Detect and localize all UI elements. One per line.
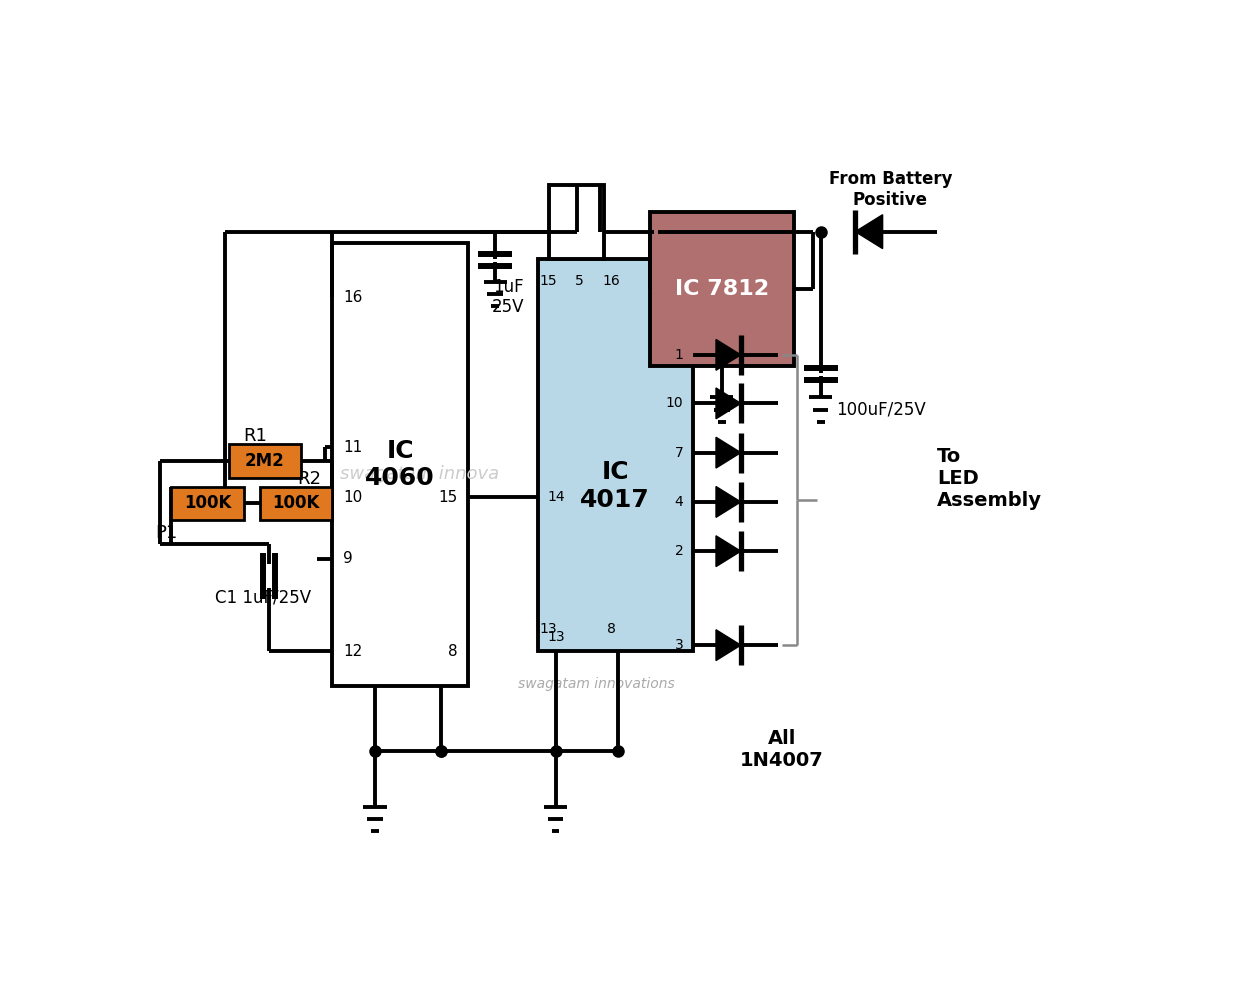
Text: 14: 14 — [547, 490, 565, 504]
Text: 15: 15 — [438, 490, 457, 505]
Text: 4: 4 — [674, 495, 683, 509]
Text: P1: P1 — [155, 524, 178, 542]
Text: 10: 10 — [343, 490, 363, 505]
Text: 11: 11 — [343, 440, 363, 455]
Text: 5: 5 — [575, 274, 583, 288]
Text: IC
4017: IC 4017 — [581, 460, 650, 512]
Text: 1uF
25V: 1uF 25V — [492, 278, 524, 316]
Text: R1: R1 — [243, 427, 266, 445]
Polygon shape — [716, 487, 741, 517]
Text: swagatam innovations: swagatam innovations — [518, 677, 674, 691]
Polygon shape — [716, 630, 741, 661]
Text: 100K: 100K — [272, 494, 319, 512]
Polygon shape — [716, 339, 741, 370]
Bar — [228, 444, 301, 478]
Text: 13: 13 — [547, 630, 565, 644]
Text: 3: 3 — [674, 638, 683, 652]
Text: From Battery
Positive: From Battery Positive — [829, 170, 952, 209]
Text: 16: 16 — [603, 274, 620, 288]
Bar — [333, 243, 469, 686]
Text: To
LED
Assembly: To LED Assembly — [937, 447, 1042, 510]
Polygon shape — [716, 388, 741, 419]
Text: 9: 9 — [343, 551, 353, 566]
Text: 15: 15 — [539, 274, 556, 288]
Text: 1: 1 — [674, 348, 683, 362]
Text: 7: 7 — [674, 446, 683, 460]
Text: 12: 12 — [343, 644, 363, 659]
Bar — [171, 487, 244, 520]
Polygon shape — [716, 437, 741, 468]
Text: 10: 10 — [666, 396, 683, 410]
Text: swagatam innova: swagatam innova — [340, 465, 499, 483]
Text: IC 7812: IC 7812 — [674, 279, 769, 299]
Text: 2M2: 2M2 — [245, 452, 285, 470]
Text: 8: 8 — [607, 622, 615, 636]
Text: 2: 2 — [674, 544, 683, 558]
Text: C1 1uF/25V: C1 1uF/25V — [215, 588, 311, 606]
Polygon shape — [716, 536, 741, 567]
Text: All
1N4007: All 1N4007 — [740, 729, 824, 770]
Text: 100uF/25V: 100uF/25V — [836, 401, 926, 419]
Text: 100K: 100K — [184, 494, 232, 512]
Text: 8: 8 — [448, 644, 457, 659]
Text: 16: 16 — [343, 290, 363, 305]
Bar — [538, 259, 693, 651]
Bar — [259, 487, 333, 520]
Text: 13: 13 — [539, 622, 556, 636]
Text: IC
4060: IC 4060 — [365, 439, 435, 490]
Bar — [550, 185, 604, 259]
Text: R2: R2 — [297, 470, 321, 488]
Polygon shape — [856, 215, 883, 249]
Bar — [650, 212, 794, 366]
